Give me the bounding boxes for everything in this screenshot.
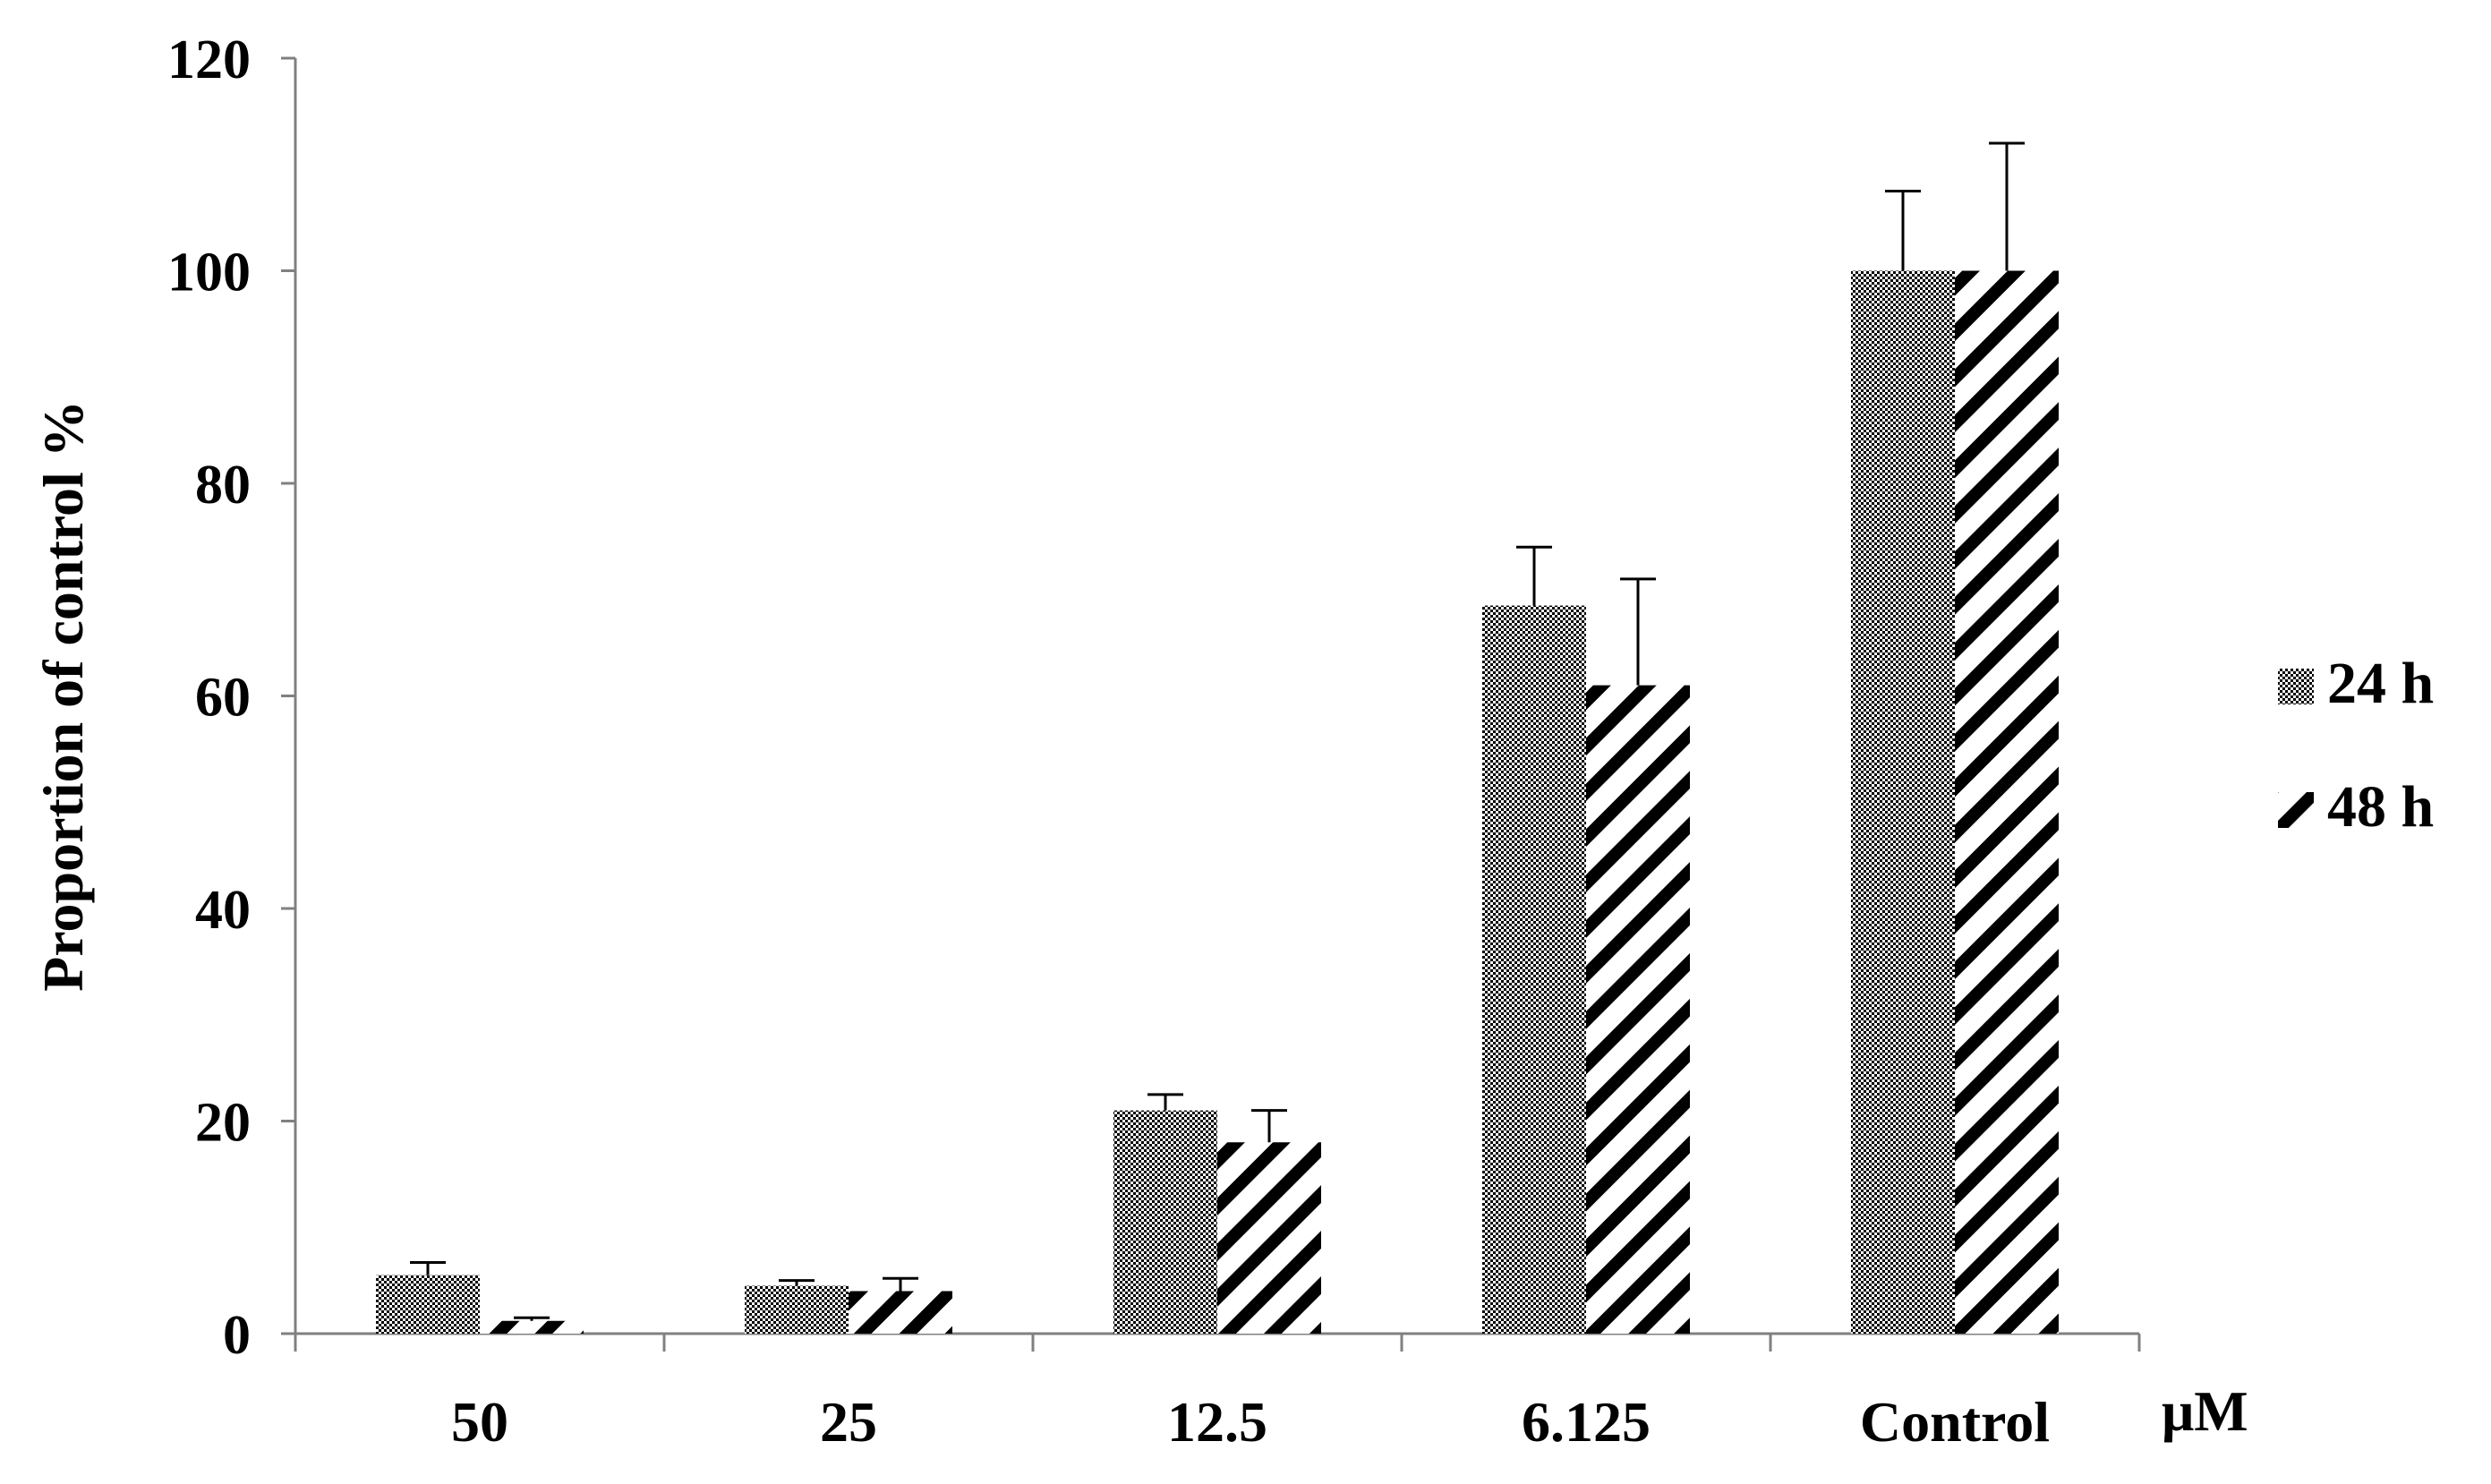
- bar-48h-6.125: [1586, 685, 1690, 1334]
- legend-label: 24 h: [2327, 651, 2434, 716]
- bar-24h-6.125: [1482, 605, 1586, 1334]
- y-tick-label: 100: [167, 243, 251, 303]
- y-tick-label: 40: [195, 880, 251, 941]
- x-tick-label: 25: [820, 1390, 877, 1454]
- y-axis-title: Proportion of control %: [31, 400, 95, 992]
- bar-48h-50: [480, 1320, 584, 1334]
- y-tick-label: 80: [195, 455, 251, 516]
- bar-48h-25: [849, 1291, 952, 1334]
- x-tick-label: 6.125: [1522, 1390, 1651, 1454]
- y-tick-label: 120: [167, 30, 251, 90]
- y-tick-label: 0: [223, 1305, 251, 1366]
- legend-swatch: [2278, 792, 2314, 828]
- x-unit-label: μM: [2162, 1379, 2248, 1443]
- legend-swatch: [2278, 669, 2314, 704]
- bar-24h-12.5: [1113, 1110, 1217, 1334]
- legend-label: 48 h: [2327, 774, 2434, 840]
- bar-24h-Control: [1851, 270, 1955, 1334]
- y-tick-label: 20: [195, 1093, 251, 1154]
- x-tick-label: Control: [1860, 1390, 2050, 1454]
- y-tick-label: 60: [195, 668, 251, 729]
- bar-48h-12.5: [1217, 1142, 1321, 1334]
- bar-24h-50: [376, 1275, 480, 1334]
- x-tick-label: 12.5: [1167, 1390, 1267, 1454]
- x-tick-label: 50: [451, 1390, 508, 1454]
- bar-48h-Control: [1955, 270, 2059, 1334]
- bar-24h-25: [745, 1285, 849, 1334]
